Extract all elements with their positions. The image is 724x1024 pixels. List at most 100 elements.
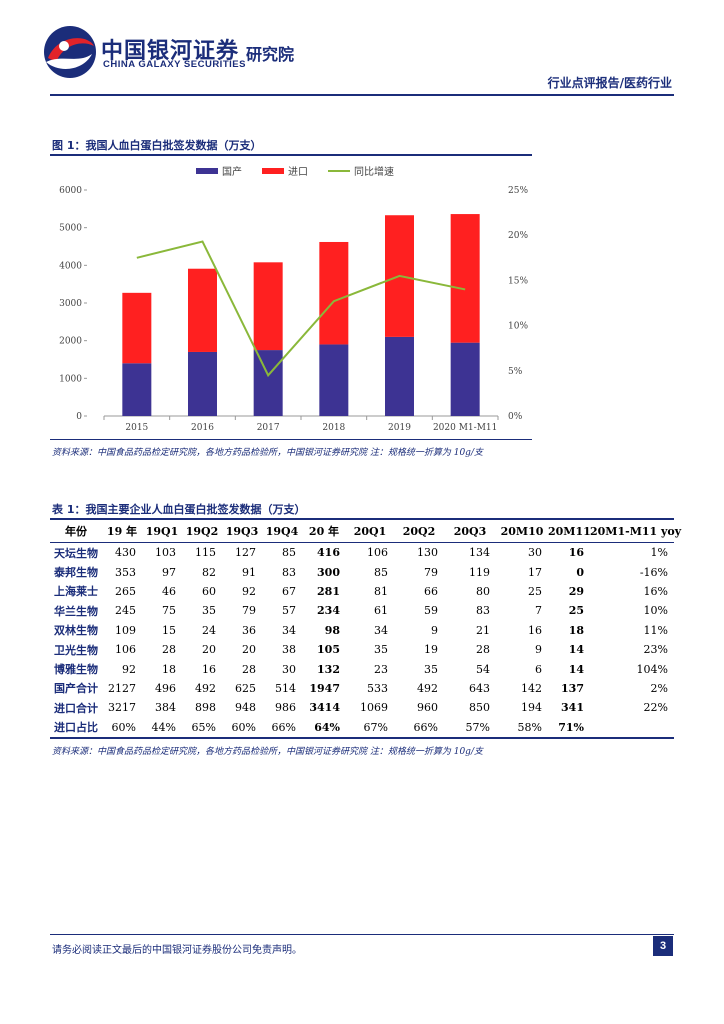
footer-divider <box>50 934 674 935</box>
y-right-tick-label: 10% <box>508 322 528 332</box>
table-cell: 35 <box>424 662 438 676</box>
table-cell: 85 <box>282 546 296 560</box>
table-cell: 14 <box>568 643 584 657</box>
table-cell: 21 <box>476 623 490 637</box>
table-cell: -16% <box>639 565 668 579</box>
y-left-tick-label: 1000 <box>59 374 82 384</box>
table-cell: 281 <box>317 584 340 598</box>
table-cell: 0 <box>576 565 584 579</box>
table-cell: 36 <box>242 623 256 637</box>
header-cell: 20Q3 <box>453 524 487 538</box>
header-cell: 19Q1 <box>145 524 179 538</box>
y-left-tick-label: 6000 <box>59 186 82 196</box>
x-tick-label: 2017 <box>257 423 280 433</box>
table-cell: 10% <box>643 604 668 618</box>
table-cell: 1069 <box>360 701 388 715</box>
table-cell: 23% <box>643 643 668 657</box>
table-cell: 20 <box>242 643 256 657</box>
bar-imported <box>188 268 217 352</box>
table-cell: 948 <box>235 701 256 715</box>
table-cell: 3414 <box>309 701 340 715</box>
table-row: 进口占比 60% 44% 65% 60% 66% 64% 67% 66% 57% 58% 71% <box>50 718 674 738</box>
legend-label: 同比增速 <box>354 165 394 178</box>
table-cell: 81 <box>374 584 388 598</box>
table-cell: 83 <box>282 565 296 579</box>
table-cell: 85 <box>374 565 388 579</box>
table-cell: 132 <box>317 662 340 676</box>
table-cell: 7 <box>535 604 542 618</box>
y-left-tick-label: 0 <box>76 412 82 422</box>
table-row: 卫光生物 106 28 20 20 38 105 35 19 28 9 14 23% <box>50 640 674 659</box>
table-cell: 514 <box>275 681 296 695</box>
table-cell: 28 <box>476 643 490 657</box>
table-cell: 22% <box>643 701 668 715</box>
table-cell: 416 <box>317 546 340 560</box>
table-cell: 234 <box>317 604 340 618</box>
table-cell: 64% <box>314 720 340 734</box>
figure-title: 图 1：我国人血白蛋白批签发数据（万支） <box>52 139 262 152</box>
table-cell: 492 <box>195 681 216 695</box>
table-cell: 60% <box>111 720 136 734</box>
legend-swatch <box>262 168 284 174</box>
y-right-tick-label: 25% <box>508 186 528 196</box>
table-cell: 850 <box>469 701 490 715</box>
bar-domestic <box>450 342 480 416</box>
table-cell: 16 <box>202 662 216 676</box>
table-cell: 3217 <box>108 701 136 715</box>
table-cell: 60% <box>231 720 256 734</box>
table-cell: 898 <box>195 701 216 715</box>
row-label: 双林生物 <box>54 624 98 638</box>
figure-bottom-rule <box>50 439 532 440</box>
figure-top-rule <box>50 154 532 156</box>
y-left-tick-label: 4000 <box>59 261 82 271</box>
table-cell: 28 <box>162 643 176 657</box>
table-cell: 92 <box>242 584 256 598</box>
row-label: 华兰生物 <box>54 604 98 618</box>
table-cell: 11% <box>643 623 668 637</box>
table-cell: 1947 <box>309 681 340 695</box>
table-cell <box>590 718 674 738</box>
table-cell: 91 <box>242 565 256 579</box>
table-cell: 104% <box>636 662 668 676</box>
table-row: 双林生物 109 15 24 36 34 98 34 9 21 16 18 11% <box>50 621 674 640</box>
bar-domestic <box>385 336 414 416</box>
table-cell: 60 <box>202 584 216 598</box>
table-title: 表 1：我国主要企业人血白蛋白批签发数据（万支） <box>52 503 306 516</box>
table-cell: 57 <box>282 604 296 618</box>
company-batch-table: 年份 19 年 19Q1 19Q2 19Q3 19Q4 20 年 20Q1 20Q2 20Q3 20… <box>50 518 681 739</box>
table-cell: 65% <box>191 720 216 734</box>
table-cell: 46 <box>162 584 176 598</box>
header-cell: 20Q2 <box>402 524 436 538</box>
research-institute-label: 研究院 <box>246 45 295 64</box>
y-left-tick-label: 2000 <box>59 337 82 347</box>
table-cell: 625 <box>235 681 256 695</box>
table-cell: 341 <box>561 701 584 715</box>
bar-domestic <box>122 363 152 416</box>
table-cell: 79 <box>424 565 438 579</box>
table-cell: 1% <box>650 546 668 560</box>
table-row: 泰邦生物 353 97 82 91 83 300 85 79 119 17 0 -16% <box>50 562 674 581</box>
table-cell: 34 <box>374 623 388 637</box>
company-name-cn: 中国银河证券 <box>101 39 240 64</box>
table-cell: 82 <box>202 565 216 579</box>
row-label: 上海莱士 <box>54 585 98 599</box>
legend-label: 进口 <box>288 166 308 178</box>
table-cell: 130 <box>417 546 438 560</box>
row-label: 进口合计 <box>54 701 98 715</box>
bar-domestic <box>188 351 217 416</box>
table-cell: 34 <box>282 623 296 637</box>
table-cell: 67% <box>363 720 388 734</box>
row-label: 国产合计 <box>54 682 98 696</box>
table-cell: 18 <box>568 623 584 637</box>
report-type: 行业点评报告/医药行业 <box>547 76 672 90</box>
disclaimer: 请务必阅读正文最后的中国银河证券股份公司免责声明。 <box>52 945 302 956</box>
table-cell: 6 <box>535 662 542 676</box>
bar-domestic <box>319 344 349 416</box>
table-cell: 134 <box>469 546 490 560</box>
table-row: 国产合计 2127 496 492 625 514 1947 533 492 643 142 137 2… <box>50 679 674 698</box>
bar-imported <box>450 214 480 343</box>
table-cell: 71% <box>558 720 584 734</box>
header-cell: 19Q2 <box>185 524 219 538</box>
table-cell: 29 <box>568 584 584 598</box>
table-cell: 430 <box>115 546 136 560</box>
